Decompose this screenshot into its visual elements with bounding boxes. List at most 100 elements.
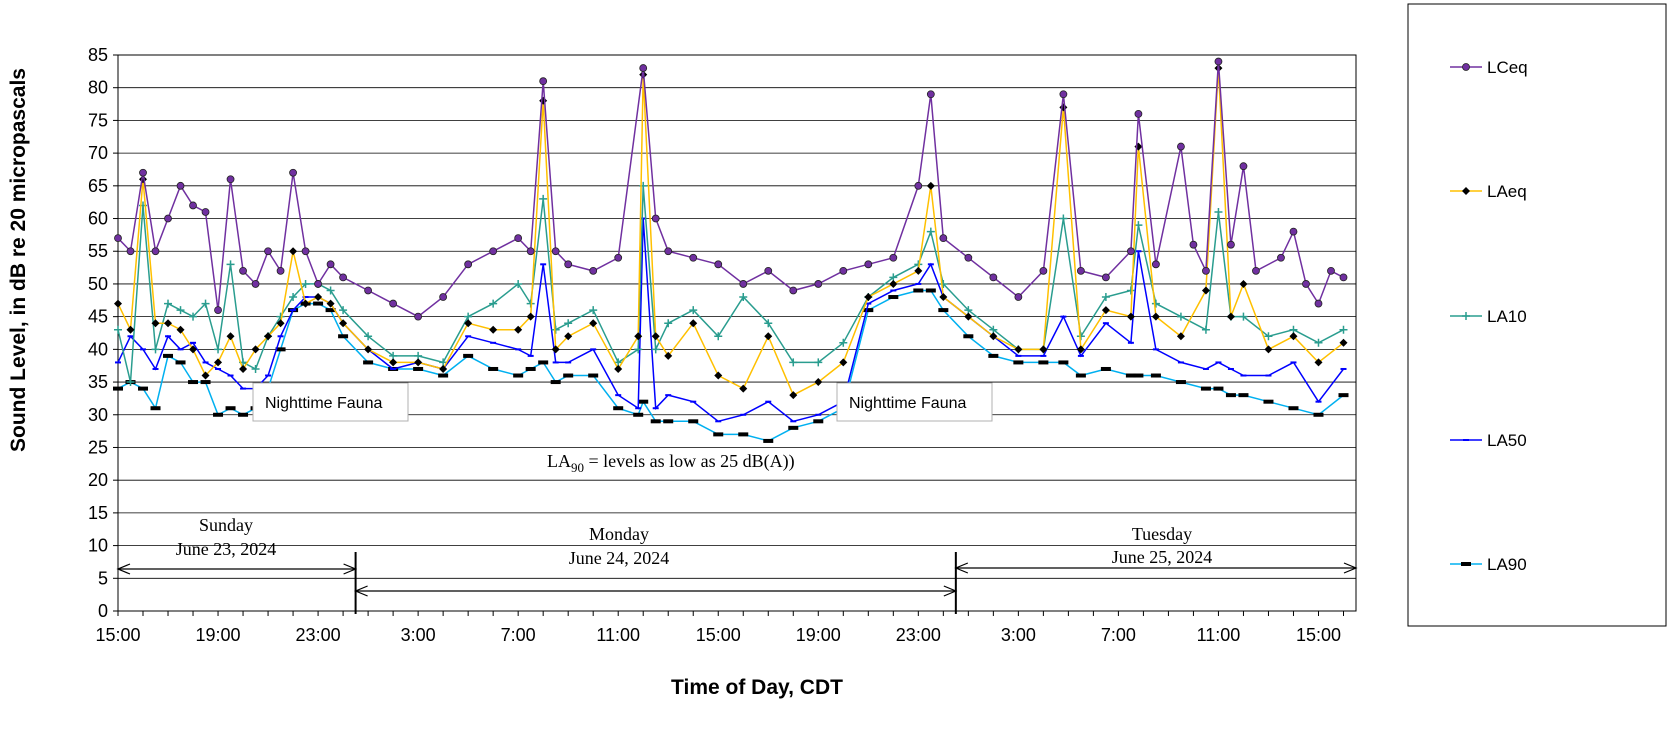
point-laeq (634, 332, 643, 341)
point-laeq (239, 364, 248, 373)
point-la90 (638, 399, 649, 404)
point-laeq (464, 319, 473, 328)
point-la10 (489, 299, 498, 308)
point-lceq (189, 201, 197, 210)
la90-note: LA90 = levels as low as 25 dB(A)) (547, 451, 795, 475)
point-la90 (138, 386, 149, 391)
point-lceq (264, 247, 272, 256)
la90-note-prefix: LA (547, 451, 571, 471)
legend-box (1407, 3, 1667, 627)
point-laeq (214, 358, 223, 367)
fauna-box-1: Nighttime Fauna (252, 382, 409, 422)
point-lceq (1076, 266, 1085, 275)
point-lceq (1101, 273, 1110, 282)
point-lceq (1214, 57, 1223, 66)
point-la90 (325, 308, 336, 313)
point-la10 (326, 286, 335, 295)
point-lceq (1314, 299, 1323, 308)
fauna-box-2: Nighttime Fauna (836, 382, 993, 422)
point-lceq (614, 253, 623, 262)
legend-label-la10: LA10 (1487, 307, 1527, 326)
point-la10 (789, 358, 798, 367)
y-tick-label-20: 20 (88, 470, 108, 490)
point-la10 (164, 299, 173, 308)
point-laeq (1289, 332, 1298, 341)
point-lceq (526, 247, 535, 256)
point-laeq (301, 299, 310, 308)
point-laeq (789, 391, 798, 400)
point-lceq (1189, 240, 1198, 249)
point-la90 (1225, 393, 1236, 398)
point-lceq (689, 253, 698, 262)
point-lceq (589, 266, 598, 275)
point-laeq (264, 332, 273, 341)
point-laeq (1176, 332, 1185, 341)
point-lceq (1059, 90, 1068, 99)
point-laeq (251, 345, 260, 354)
point-la10 (814, 358, 823, 367)
point-lceq (1302, 280, 1310, 288)
point-la90 (463, 353, 474, 358)
point-la90 (1288, 406, 1299, 411)
point-laeq (201, 371, 210, 380)
point-laeq (151, 319, 160, 328)
point-la10 (664, 319, 673, 328)
point-la90 (1200, 386, 1211, 391)
point-la10 (1101, 293, 1110, 302)
point-laeq (926, 181, 935, 190)
point-la90 (1213, 386, 1224, 391)
point-la10 (926, 227, 935, 236)
y-tick-label-70: 70 (88, 143, 108, 163)
point-la10 (1201, 325, 1210, 334)
point-la90 (1058, 360, 1069, 365)
point-lceq (201, 208, 210, 216)
point-laeq (389, 358, 398, 367)
point-lceq (439, 293, 448, 301)
point-la90 (338, 334, 349, 339)
point-laeq (964, 312, 973, 321)
legend-marker-la90 (1461, 562, 1471, 566)
point-lceq (151, 247, 160, 256)
point-la10 (839, 338, 848, 347)
point-lceq (1239, 162, 1248, 171)
point-laeq (289, 247, 298, 256)
point-lceq (414, 312, 423, 321)
point-lceq (764, 266, 773, 275)
point-laeq (1226, 312, 1235, 321)
point-la90 (550, 380, 561, 385)
legend-item-laeq: LAeq (1450, 182, 1527, 201)
point-laeq (514, 325, 523, 334)
point-lceq (326, 260, 335, 269)
point-laeq (439, 364, 448, 373)
point-la10 (1059, 214, 1068, 223)
point-laeq (1339, 338, 1348, 347)
point-la90 (788, 425, 799, 430)
point-laeq (714, 371, 723, 380)
y-tick-label-45: 45 (88, 307, 108, 327)
point-laeq (414, 358, 423, 367)
legend-marker-la10 (1462, 312, 1470, 320)
point-lceq (1289, 227, 1298, 236)
y-tick-label-15: 15 (88, 503, 108, 523)
point-laeq (276, 319, 285, 328)
point-la10 (1126, 286, 1135, 295)
series-laeq (114, 64, 1348, 400)
point-la90 (813, 419, 824, 424)
x-tick-label-3:00: 3:00 (401, 625, 436, 645)
y-tick-label-30: 30 (88, 405, 108, 425)
point-laeq (1039, 345, 1048, 354)
point-la90 (1313, 412, 1324, 417)
day-arrow-sunday-head-left (116, 563, 131, 575)
point-lceq (864, 260, 873, 269)
point-lceq (226, 175, 235, 184)
point-la90 (1238, 393, 1249, 398)
point-lceq (1327, 266, 1335, 275)
x-tick-label-11:00: 11:00 (596, 625, 640, 645)
point-la90 (650, 419, 661, 424)
point-laeq (764, 332, 773, 341)
point-la10 (539, 194, 548, 203)
legend-marker-lceq (1462, 63, 1470, 71)
legend-item-la50: LA50 (1450, 431, 1527, 450)
point-lceq (1177, 142, 1185, 151)
